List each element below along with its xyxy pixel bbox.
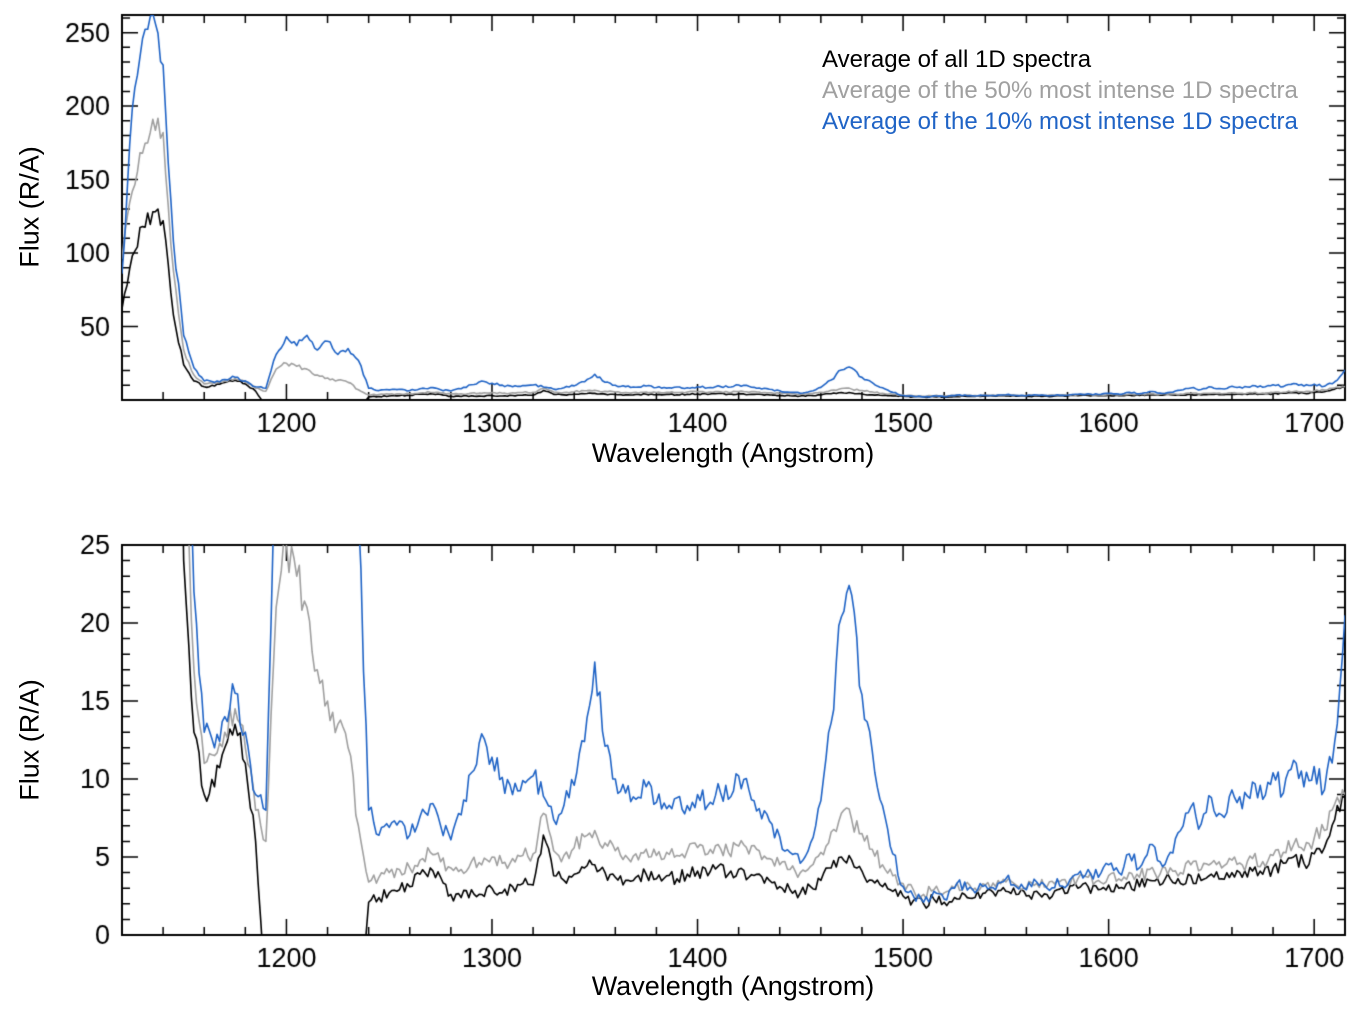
legend-item-all-spectra: Average of all 1D spectra [822, 46, 1092, 73]
bottom-y-axis-label: Flux (R/A) [14, 679, 45, 801]
legend: Average of all 1D spectra Average of the… [822, 44, 1298, 137]
legend-item-50pct-spectra: Average of the 50% most intense 1D spect… [822, 77, 1298, 104]
legend-item-10pct-spectra: Average of the 10% most intense 1D spect… [822, 108, 1298, 135]
top-y-axis-label: Flux (R/A) [14, 146, 45, 268]
bottom-x-axis-label: Wavelength (Angstrom) [591, 971, 875, 1001]
top-x-axis-label: Wavelength (Angstrom) [591, 438, 875, 468]
